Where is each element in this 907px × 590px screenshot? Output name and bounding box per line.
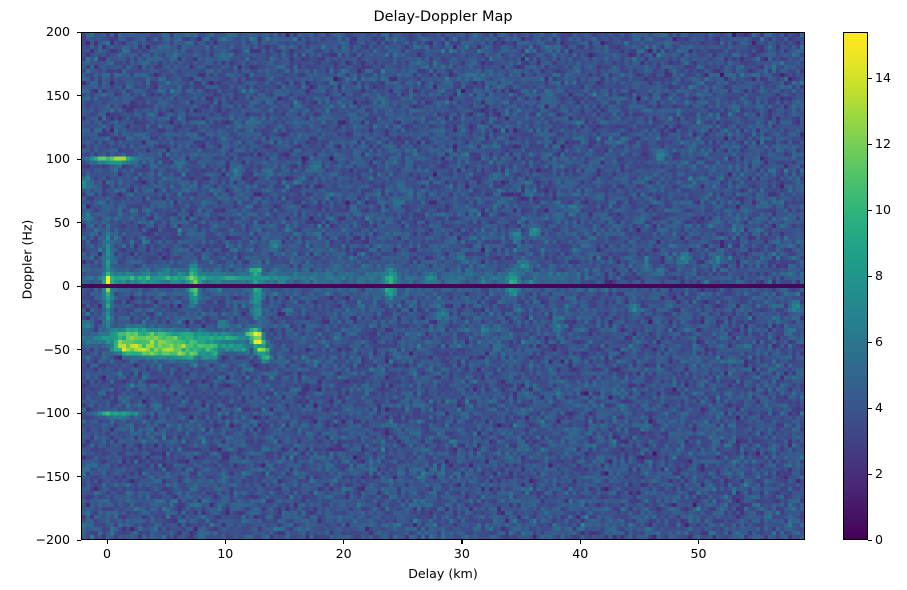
y-tick-mark	[77, 158, 81, 160]
colorbar-tick-label: 0	[875, 532, 884, 547]
y-tick-mark	[77, 412, 81, 414]
x-tick-mark	[579, 540, 581, 544]
heatmap-plot-area[interactable]	[81, 32, 805, 540]
colorbar[interactable]	[843, 32, 868, 540]
delay-doppler-heatmap	[82, 33, 804, 539]
y-tick-mark	[77, 31, 81, 33]
x-tick-mark	[343, 540, 345, 544]
y-tick-label: 0	[61, 278, 70, 293]
y-tick-mark	[77, 95, 81, 97]
y-tick-label: 150	[45, 87, 70, 103]
y-tick-mark	[77, 222, 81, 224]
y-tick-label: 50	[53, 214, 70, 230]
colorbar-tick-mark	[868, 143, 872, 145]
x-tick-label: 30	[453, 546, 470, 561]
y-tick-label: −150	[35, 468, 70, 484]
y-tick-mark	[77, 349, 81, 351]
y-tick-label: −100	[35, 405, 70, 420]
x-tick-label: 40	[572, 546, 589, 561]
y-axis-label: Doppler (Hz)	[19, 219, 35, 300]
colorbar-tick-label: 2	[875, 466, 884, 482]
y-tick-mark	[77, 476, 81, 478]
colorbar-tick-label: 12	[875, 136, 892, 152]
colorbar-tick-label: 4	[875, 400, 884, 416]
y-tick-label: 100	[45, 151, 70, 166]
y-tick-mark	[77, 539, 81, 541]
y-tick-label: −200	[35, 532, 70, 547]
colorbar-tick-mark	[868, 77, 872, 79]
colorbar-tick-mark	[868, 209, 872, 211]
colorbar-tick-label: 8	[875, 268, 884, 284]
x-tick-label: 50	[690, 546, 707, 561]
y-tick-label: −50	[43, 341, 70, 357]
colorbar-tick-mark	[868, 539, 872, 541]
colorbar-tick-mark	[868, 341, 872, 343]
colorbar-gradient	[844, 33, 867, 539]
x-tick-mark	[224, 540, 226, 544]
x-tick-label: 20	[335, 546, 352, 561]
chart-title: Delay-Doppler Map	[373, 9, 513, 25]
colorbar-tick-mark	[868, 407, 872, 409]
x-axis-label: Delay (km)	[408, 566, 478, 581]
x-tick-label: 10	[217, 546, 234, 561]
colorbar-tick-label: 6	[875, 334, 884, 350]
x-tick-mark	[698, 540, 700, 544]
x-tick-mark	[106, 540, 108, 544]
colorbar-tick-label: 10	[875, 202, 892, 218]
y-tick-mark	[77, 285, 81, 287]
y-tick-label: 200	[45, 24, 70, 39]
colorbar-tick-label: 14	[875, 70, 892, 86]
colorbar-tick-mark	[868, 275, 872, 277]
colorbar-tick-mark	[868, 473, 872, 475]
x-tick-mark	[461, 540, 463, 544]
x-tick-label: 0	[103, 546, 112, 561]
